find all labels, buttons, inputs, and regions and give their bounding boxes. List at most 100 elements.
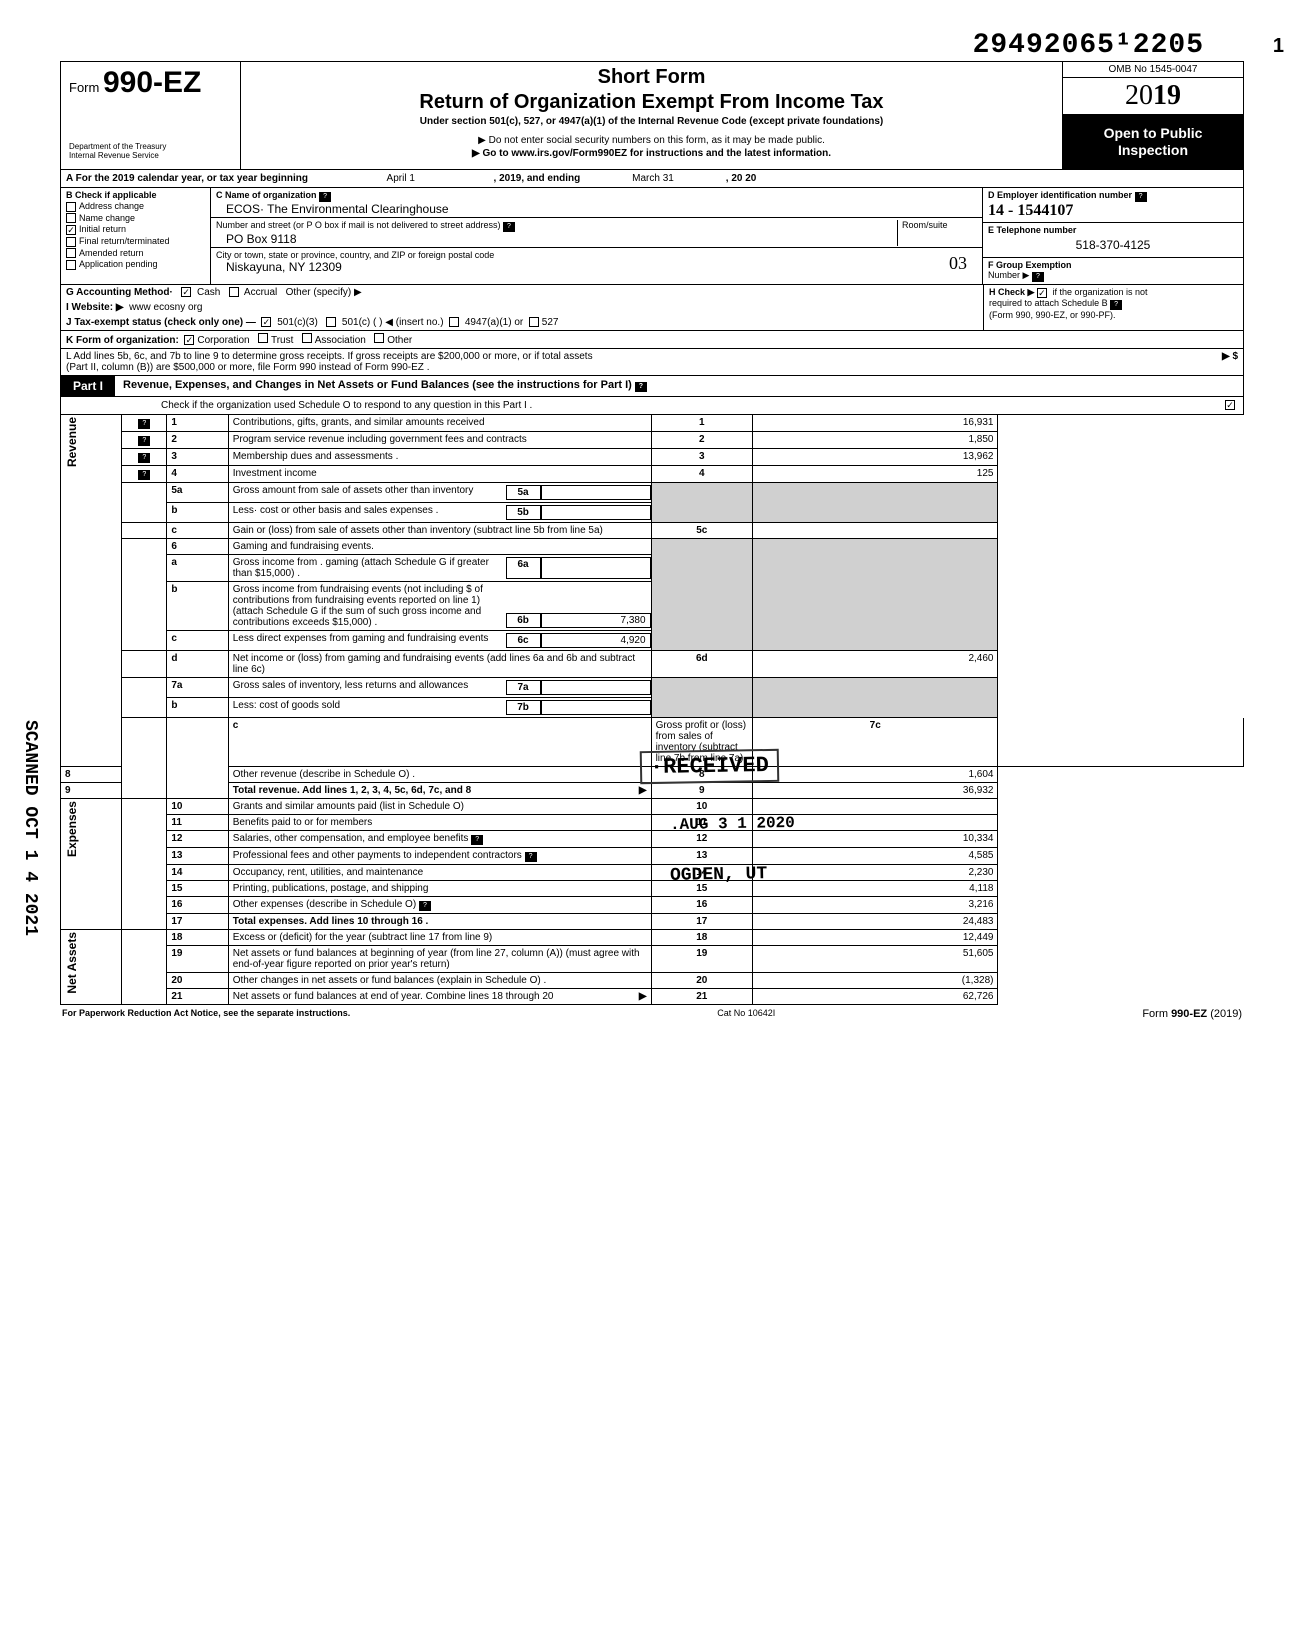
footer-left: For Paperwork Reduction Act Notice, see … [62,1008,350,1020]
no-ssn-note: ▶ Do not enter social security numbers o… [251,135,1052,146]
dept-treasury: Department of the Treasury Internal Reve… [69,143,232,161]
check-501c[interactable] [326,317,336,327]
check-amended-return[interactable]: Amended return [66,248,205,259]
check-cash[interactable]: ✓ [181,287,191,297]
amt-3: 13,962 [752,449,997,466]
footer: For Paperwork Reduction Act Notice, see … [60,1005,1244,1023]
check-4947[interactable] [449,317,459,327]
row-a-tax-year: A For the 2019 calendar year, or tax yea… [60,170,1244,188]
col-c-org-info: C Name of organization ? ECOS· The Envir… [211,188,983,284]
check-accrual[interactable] [229,287,239,297]
amt-8: 1,604 [752,767,997,783]
amt-6a [541,557,651,579]
check-application-pending[interactable]: Application pending [66,259,205,270]
amt-12: 10,334 [752,831,997,848]
check-527[interactable] [529,317,539,327]
amt-6c: 4,920 [541,633,651,648]
amt-18: 12,449 [752,930,997,946]
check-other-org[interactable] [374,333,384,343]
city-state-zip: Niskayuna, NY 12309 [216,260,949,274]
part-1-label: Part I [61,376,115,396]
amt-7a [541,680,651,695]
amt-16: 3,216 [752,897,997,914]
check-name-change[interactable]: Name change [66,213,205,224]
tax-year: 2019 [1063,78,1243,115]
amt-10 [752,799,997,815]
help-icon[interactable]: ? [635,382,647,392]
help-icon[interactable]: ? [138,436,150,446]
form-number: Form 990-EZ [69,66,232,100]
row-i-website: I Website: ▶ www ecosny org [61,300,983,315]
check-trust[interactable] [258,333,268,343]
help-icon[interactable]: ? [319,192,331,202]
room-suite: Room/suite [897,220,977,246]
part-1-header: Part I Revenue, Expenses, and Changes in… [60,376,1244,397]
amt-7b [541,700,651,715]
amt-2: 1,850 [752,432,997,449]
amt-6b: 7,380 [541,613,651,628]
amt-6d: 2,460 [752,651,997,678]
amt-7c [998,718,1244,767]
help-icon[interactable]: ? [471,835,483,845]
revenue-table: Revenue ? 1Contributions, gifts, grants,… [60,415,1244,1005]
row-g-accounting: G Accounting Method· ✓ Cash Accrual Othe… [61,285,983,300]
check-501c3[interactable]: ✓ [261,317,271,327]
street-address: PO Box 9118 [216,232,897,246]
help-icon[interactable]: ? [1110,300,1122,310]
dln-stamp: 29492065¹2205 [60,30,1204,61]
form-header: Form 990-EZ Department of the Treasury I… [60,61,1244,170]
amt-20: (1,328) [752,973,997,989]
rows-g-through-k: G Accounting Method· ✓ Cash Accrual Othe… [60,285,1244,331]
return-title: Return of Organization Exempt From Incom… [251,91,1052,114]
help-icon[interactable]: ? [1135,192,1147,202]
footer-mid: Cat No 10642I [717,1008,775,1020]
amt-4: 125 [752,466,997,483]
part-1-title: Revenue, Expenses, and Changes in Net As… [115,376,1243,396]
amt-1: 16,931 [752,415,997,432]
side-revenue: Revenue [65,417,79,467]
amt-5b [541,505,651,520]
help-icon[interactable]: ? [1032,272,1044,282]
amt-19: 51,605 [752,946,997,973]
help-icon[interactable]: ? [138,453,150,463]
check-schedule-o-part1: Check if the organization used Schedule … [60,397,1244,415]
org-name: ECOS· The Environmental Clearinghouse [216,202,977,216]
row-j-tax-status: J Tax-exempt status (check only one) — ✓… [61,315,983,330]
help-icon[interactable]: ? [419,901,431,911]
amt-5c [752,523,997,539]
row-h-schedule-b: H Check ▶ ✓ if the organization is not r… [983,285,1243,330]
amt-17: 24,483 [752,914,997,930]
amt-5a [541,485,651,500]
amt-13: 4,585 [752,848,997,865]
b-header: B Check if applicable [66,190,157,200]
omb-number: OMB No 1545-0047 [1063,62,1243,78]
col-b-checkboxes: B Check if applicable Address change Nam… [61,188,211,284]
help-icon[interactable]: ? [138,419,150,429]
help-icon[interactable]: ? [503,222,515,232]
check-sched-o-checkbox[interactable]: ✓ [1225,400,1235,410]
check-address-change[interactable]: Address change [66,201,205,212]
check-final-return[interactable]: Final return/terminated [66,236,205,247]
help-icon[interactable]: ? [525,852,537,862]
amt-21: 62,726 [752,989,997,1005]
under-section: Under section 501(c), 527, or 4947(a)(1)… [251,116,1052,127]
short-form-label: Short Form [251,66,1052,89]
footer-right: Form 990-EZ (2019) [1142,1008,1242,1020]
block-bcde: B Check if applicable Address change Nam… [60,188,1244,285]
open-to-public: Open to PublicInspection [1063,115,1243,169]
amt-15: 4,118 [752,881,997,897]
telephone: 518-370-4125 [988,235,1238,255]
amt-9: 36,932 [752,783,997,799]
check-association[interactable] [302,333,312,343]
amt-11 [752,815,997,831]
col-de: D Employer identification number ? 14 - … [983,188,1243,284]
initials-handwritten: 03 [949,253,977,274]
page-number: 1 [1273,35,1284,58]
check-corporation[interactable]: ✓ [184,335,194,345]
row-k-form-org: K Form of organization: ✓ Corporation Tr… [60,331,1244,349]
check-sched-b[interactable]: ✓ [1037,288,1047,298]
row-l-gross-receipts: L Add lines 5b, 6c, and 7b to line 9 to … [60,349,1244,376]
side-expenses: Expenses [65,801,79,857]
help-icon[interactable]: ? [138,470,150,480]
check-initial-return[interactable]: ✓Initial return [66,224,205,235]
